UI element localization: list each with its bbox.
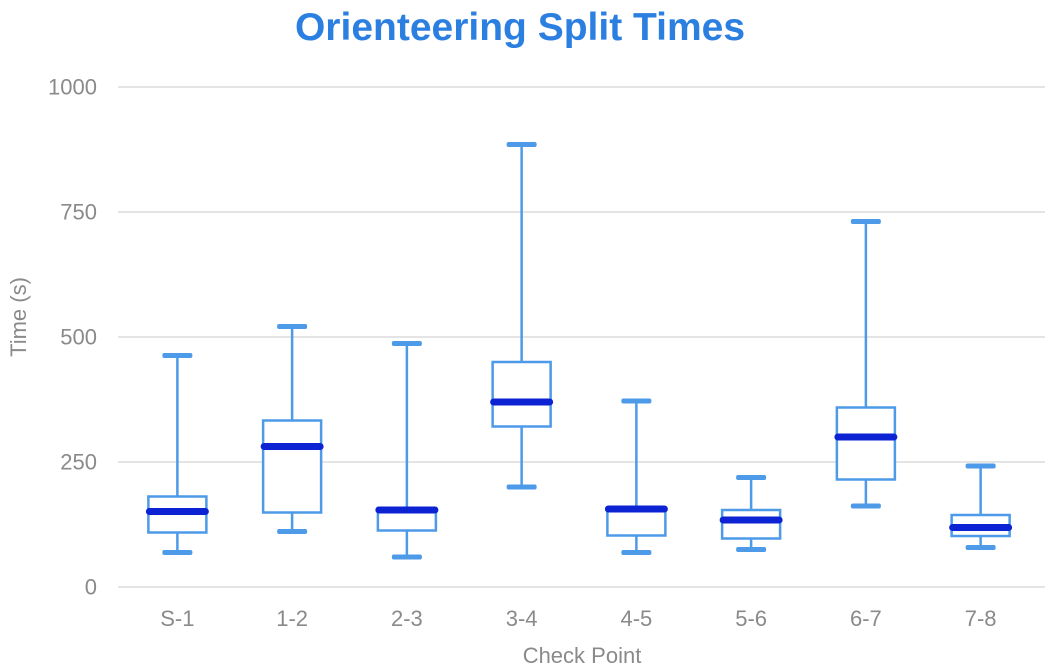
median-bar [490,398,554,406]
median-bar [375,506,439,514]
max-whisker-cap [391,341,422,346]
x-tick-label-S-1: S-1 [160,606,194,631]
min-whisker-cap [162,550,193,555]
boxplot-3-4 [490,142,554,490]
min-whisker-cap [277,529,308,534]
boxplot-1-2 [260,324,324,534]
boxplot-5-6 [719,475,783,552]
x-axis-title: Check Point [523,643,642,668]
min-whisker-cap [506,484,537,490]
x-tick-label-6-7: 6-7 [850,606,882,631]
max-whisker-cap [965,463,996,469]
x-tick-labels: S-1 1-2 2-3 3-4 4-5 5-6 6-7 7-8 [160,606,996,631]
x-tick-label-4-5: 4-5 [620,606,652,631]
min-whisker-cap [850,503,881,509]
x-tick-label-3-4: 3-4 [506,606,538,631]
min-whisker-cap [736,547,767,552]
gridlines [118,86,1045,588]
max-whisker-cap [277,324,308,329]
max-whisker-cap [850,219,881,224]
chart-title: Orienteering Split Times [295,6,745,49]
boxplots [145,142,1013,560]
iqr-box [491,360,552,428]
boxplot-4-5 [604,398,668,555]
boxplot-S-1 [145,353,209,555]
min-whisker-cap [391,554,422,560]
max-whisker-cap [736,475,767,480]
min-whisker-cap [621,550,652,555]
median-bar [834,433,898,441]
y-axis-title: Time (s) [6,277,31,357]
x-tick-label-7-8: 7-8 [965,606,997,631]
max-whisker-cap [162,353,193,358]
boxplot-7-8 [949,463,1013,550]
y-tick-labels: 0 250 500 750 1000 [48,75,97,600]
median-bar [949,524,1013,531]
iqr-box [835,406,897,481]
boxplot-6-7 [834,219,898,509]
max-whisker-cap [621,398,652,404]
y-tick-label-1000: 1000 [48,75,97,100]
y-tick-label-0: 0 [85,575,97,600]
iqr-box [720,508,782,540]
x-tick-label-1-2: 1-2 [276,606,308,631]
boxplot-2-3 [375,341,439,560]
y-tick-label-500: 500 [60,325,97,350]
x-tick-label-5-6: 5-6 [735,606,767,631]
x-tick-label-2-3: 2-3 [391,606,423,631]
y-tick-label-250: 250 [60,450,97,475]
min-whisker-cap [965,545,996,550]
median-bar [604,505,668,513]
y-tick-label-750: 750 [60,200,97,225]
max-whisker-cap [506,142,537,147]
median-bar [719,516,783,524]
median-bar [260,443,324,450]
median-bar [145,508,209,515]
iqr-box [261,419,323,514]
